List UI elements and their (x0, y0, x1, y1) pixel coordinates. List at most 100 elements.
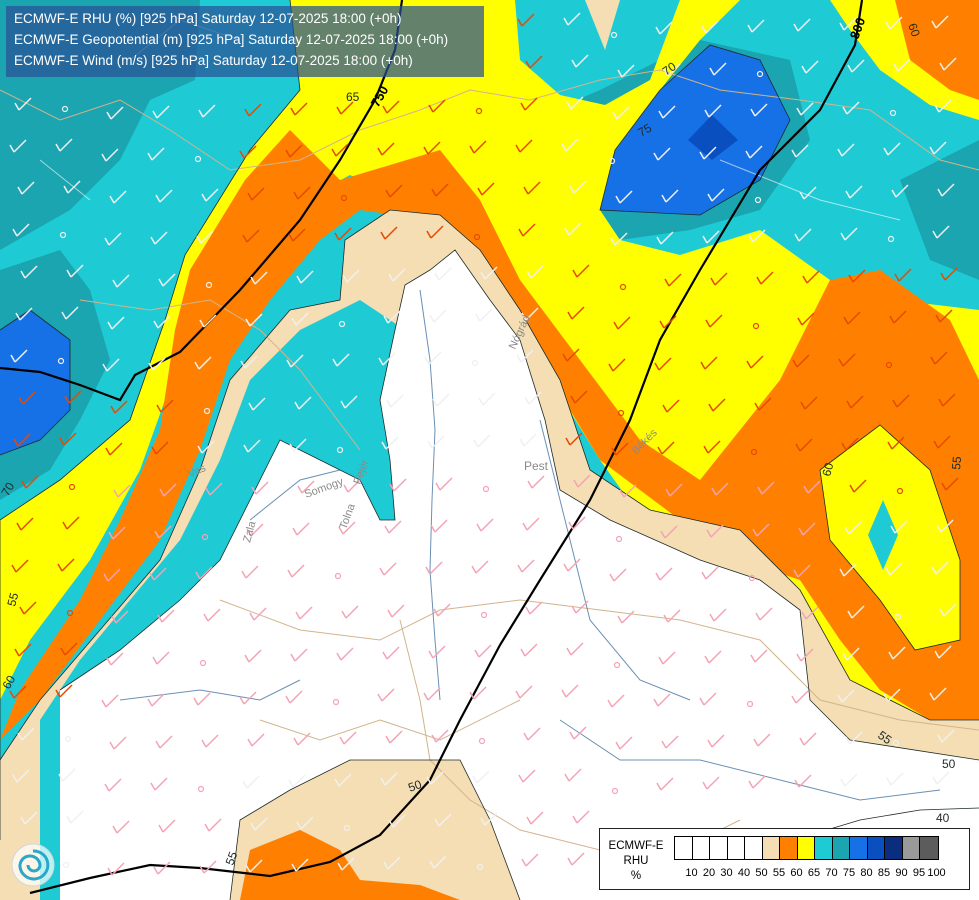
legend-tick-label: 10 (685, 867, 698, 879)
wind-barb (201, 188, 219, 202)
legend-swatch (675, 837, 693, 859)
wind-barb (562, 348, 580, 362)
wind-barb (435, 477, 453, 491)
legend-tick-label: 55 (772, 867, 786, 879)
wind-barb (152, 651, 170, 665)
legend-swatch (762, 837, 780, 859)
wind-calm-marker (475, 107, 483, 115)
wind-barb (203, 608, 221, 622)
contour-label: 55 (223, 849, 241, 867)
wind-barb (109, 736, 127, 750)
legend-swatch (727, 837, 745, 859)
wind-calm-marker (203, 407, 211, 415)
wind-barb (707, 188, 725, 202)
wind-barb (19, 601, 37, 615)
wind-barb (199, 314, 217, 328)
wind-calm-marker (611, 787, 619, 795)
wind-barb (748, 229, 766, 243)
wind-barb (242, 229, 260, 243)
rhu-band-cyan-right-island (868, 500, 898, 570)
wind-barb (339, 731, 357, 745)
wind-barb (520, 97, 538, 111)
rhu-band-orange (0, 130, 979, 740)
wind-barb (201, 734, 219, 748)
wind-barb (849, 479, 867, 493)
wind-barb (572, 810, 590, 824)
wind-barb (152, 105, 170, 119)
wind-barb (658, 105, 676, 119)
wind-calm-marker (887, 235, 895, 243)
wind-barb (563, 558, 581, 572)
wind-barb (149, 567, 167, 581)
wind-barb (474, 644, 492, 658)
wind-barb (471, 560, 489, 574)
contour-label: 60 (819, 461, 836, 478)
wind-barb (110, 400, 128, 414)
wind-barb (799, 732, 817, 746)
wind-calm-marker (340, 194, 348, 202)
wind-barb (343, 479, 361, 493)
wind-barb (750, 103, 768, 117)
legend-tick-label: 60 (790, 867, 803, 879)
wind-barb (198, 104, 216, 118)
wind-barb (752, 523, 770, 537)
wind-barb (663, 609, 681, 623)
wind-barb (60, 642, 78, 656)
wind-barb (10, 349, 28, 363)
wind-barb (57, 558, 75, 572)
wind-barb (473, 434, 491, 448)
wind-barb (472, 770, 490, 784)
wind-barb (654, 357, 672, 371)
wind-barb (244, 649, 262, 663)
wind-barb (886, 772, 904, 786)
wind-barb (337, 857, 355, 871)
wind-barb (754, 397, 772, 411)
wind-barb (66, 810, 84, 824)
wind-barb (377, 688, 395, 702)
wind-barb (711, 482, 729, 496)
wind-barb (55, 684, 73, 698)
wind-barb (14, 643, 32, 657)
legend-swatch (920, 837, 938, 859)
wind-barb (524, 391, 542, 405)
wind-barb (432, 393, 450, 407)
wind-barb (247, 733, 265, 747)
wind-barb (793, 564, 811, 578)
legend-swatch (902, 837, 920, 859)
wind-barb (704, 104, 722, 118)
wind-barb (332, 353, 350, 367)
wind-barb (705, 314, 723, 328)
wind-barb (239, 691, 257, 705)
place-label-pest: Pest (524, 459, 549, 473)
wind-barb (939, 603, 957, 617)
wind-barb (841, 437, 859, 451)
wind-barb (20, 265, 38, 279)
wind-calm-marker (338, 320, 346, 328)
wind-barb (291, 858, 309, 872)
wind-barb (929, 141, 947, 155)
wind-barb (795, 438, 813, 452)
wind-calm-marker (615, 535, 623, 543)
wind-barb (571, 600, 589, 614)
wind-barb (573, 474, 591, 488)
legend-swatch (797, 837, 815, 859)
wind-barb (150, 231, 168, 245)
wind-calm-marker (59, 231, 67, 239)
wind-barb (701, 566, 719, 580)
wind-barb (520, 643, 538, 657)
wind-barb (113, 484, 131, 498)
wind-barb (887, 436, 905, 450)
wind-barb (802, 270, 820, 284)
wind-calm-marker (68, 483, 76, 491)
wind-barb (334, 227, 352, 241)
wind-barb (336, 647, 354, 661)
rhu-band-blue-left (0, 310, 70, 455)
wind-barb-layer (9, 12, 959, 876)
wind-barb (661, 735, 679, 749)
legend-swatch (815, 837, 833, 859)
wind-barb (657, 441, 675, 455)
title-line-wind: ECMWF-E Wind (m/s) [925 hPa] Saturday 12… (14, 53, 413, 68)
wind-calm-marker (62, 861, 70, 869)
wind-calm-marker (754, 196, 762, 204)
